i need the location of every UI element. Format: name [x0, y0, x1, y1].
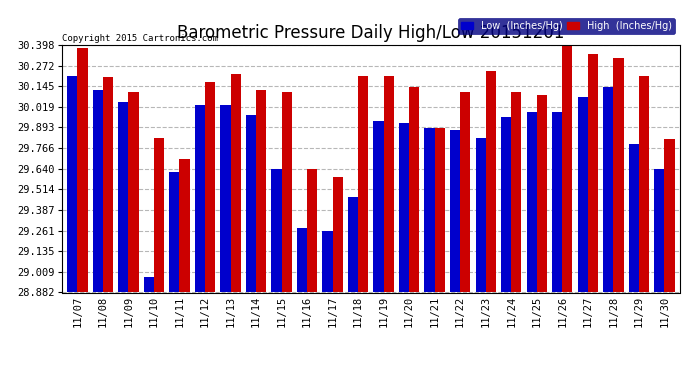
Bar [588, 54, 598, 292]
Bar [578, 97, 588, 292]
Bar [654, 169, 664, 292]
Bar [220, 105, 230, 292]
Bar [205, 82, 215, 292]
Bar [526, 112, 537, 292]
Bar [552, 112, 562, 292]
Bar [195, 105, 205, 292]
Bar [384, 76, 394, 292]
Bar [144, 276, 154, 292]
Bar [613, 58, 624, 292]
Bar [424, 128, 435, 292]
Bar [435, 128, 445, 292]
Bar [246, 115, 256, 292]
Bar [664, 140, 675, 292]
Bar [179, 159, 190, 292]
Title: Barometric Pressure Daily High/Low 20151201: Barometric Pressure Daily High/Low 20151… [177, 24, 564, 42]
Bar [501, 117, 511, 292]
Bar [333, 177, 343, 292]
Bar [629, 144, 639, 292]
Legend: Low  (Inches/Hg), High  (Inches/Hg): Low (Inches/Hg), High (Inches/Hg) [458, 18, 675, 33]
Bar [511, 92, 522, 292]
Bar [103, 77, 113, 292]
Bar [603, 87, 613, 292]
Bar [92, 90, 103, 292]
Bar [307, 169, 317, 292]
Text: Copyright 2015 Cartronics.com: Copyright 2015 Cartronics.com [62, 33, 218, 42]
Bar [297, 228, 307, 292]
Bar [639, 76, 649, 292]
Bar [450, 130, 460, 292]
Bar [537, 95, 547, 292]
Bar [475, 138, 486, 292]
Bar [486, 71, 496, 292]
Bar [322, 231, 333, 292]
Bar [282, 92, 292, 292]
Bar [271, 169, 282, 292]
Bar [230, 74, 241, 292]
Bar [373, 122, 384, 292]
Bar [256, 90, 266, 292]
Bar [77, 48, 88, 292]
Bar [154, 138, 164, 292]
Bar [358, 76, 368, 292]
Bar [169, 172, 179, 292]
Bar [399, 123, 409, 292]
Bar [118, 102, 128, 292]
Bar [460, 92, 471, 292]
Bar [409, 87, 420, 292]
Bar [67, 76, 77, 292]
Bar [128, 92, 139, 292]
Bar [562, 46, 573, 292]
Bar [348, 196, 358, 292]
